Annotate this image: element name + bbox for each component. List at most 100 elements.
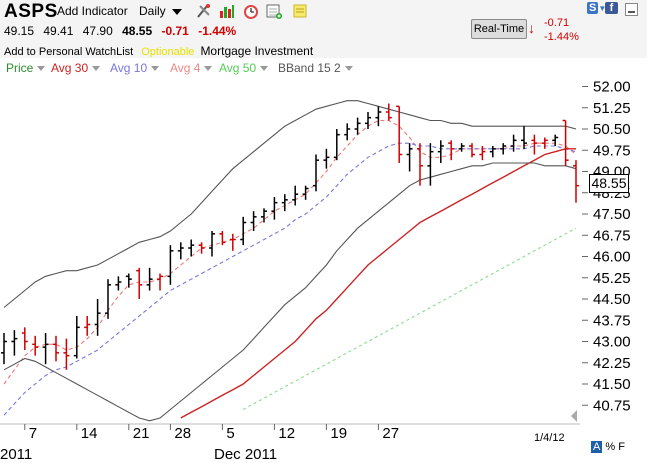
ohlc-bar xyxy=(125,273,132,288)
y-tick-label: 43.75 xyxy=(593,312,631,329)
y-tick-label: 50.50 xyxy=(593,121,631,138)
chevron-down-icon xyxy=(171,8,182,15)
y-tick-label: 44.50 xyxy=(593,291,631,308)
y-tick-label: 47.50 xyxy=(593,206,631,223)
timeframe-dropdown[interactable]: Daily xyxy=(139,4,182,18)
minimize-window-icon[interactable] xyxy=(625,3,638,16)
timeframe-label: Daily xyxy=(139,4,166,18)
x-tick-label: 21 xyxy=(133,425,150,442)
y-tick-label: 42.25 xyxy=(593,355,631,372)
quote-last: 48.55 xyxy=(122,24,153,38)
ohlc-bar xyxy=(281,194,288,212)
alarm-clock-icon[interactable] xyxy=(243,3,259,19)
legend-label: Avg 10 xyxy=(110,61,148,75)
facebook-icon[interactable]: f xyxy=(605,2,618,14)
x-tick-label: 14 xyxy=(81,425,98,442)
y-tick-label: 41.50 xyxy=(593,376,631,393)
legend-item-bband[interactable]: BBand 15 2 xyxy=(278,61,353,75)
down-arrow-icon: ↓ xyxy=(528,20,535,36)
ohlc-bar xyxy=(84,316,91,336)
y-tick-label: 46.00 xyxy=(593,249,631,266)
y-tick-label: 52.00 xyxy=(593,79,631,96)
legend-item-price[interactable]: Price xyxy=(6,61,46,75)
ohlc-bar xyxy=(198,242,205,254)
settings-dropdown[interactable]: S ▼ xyxy=(587,2,606,14)
scroll-right-icon[interactable] xyxy=(571,410,577,422)
chart-toolbar: ASPS Add Indicator Daily 49.15 49.41 47.… xyxy=(0,0,647,58)
y-tick-label: 43.00 xyxy=(593,334,631,351)
x-tick-label: 28 xyxy=(174,425,191,442)
quote-change-pct: -1.44% xyxy=(198,24,237,38)
add-to-watchlist-link[interactable]: Add to Personal WatchList xyxy=(4,46,134,58)
ohlc-bar xyxy=(167,245,174,285)
chevron-down-icon xyxy=(37,66,46,72)
ohlc-bar xyxy=(510,134,517,152)
settings-s-icon: S xyxy=(587,2,599,14)
x-tick-label: 7 xyxy=(29,425,37,442)
series-line-avg-30 xyxy=(180,148,576,419)
ohlc-bar xyxy=(73,316,80,359)
legend-item-avg10[interactable]: Avg 10 xyxy=(110,61,160,75)
ohlc-bar xyxy=(1,333,7,365)
ohlc-bar xyxy=(115,276,122,291)
drawing-tools-icon[interactable] xyxy=(196,3,212,19)
legend-label: Avg 4 xyxy=(170,61,201,75)
quote-links: Add to Personal WatchList Optionable Mortg… xyxy=(4,44,313,58)
ohlc-bar xyxy=(271,197,278,220)
ohlc-bar xyxy=(105,279,111,319)
auto-scale-button[interactable]: A xyxy=(591,441,603,453)
add-chart-icon[interactable] xyxy=(266,3,282,19)
legend-label: Price xyxy=(6,61,34,75)
month-label: 2011 xyxy=(0,446,32,463)
chevron-down-icon xyxy=(92,66,101,72)
percent-scale-button[interactable]: % xyxy=(605,441,616,453)
ohlc-bar xyxy=(261,208,267,223)
legend-label: BBand 15 2 xyxy=(278,61,341,75)
ohlc-bar xyxy=(427,143,434,186)
legend-item-avg4[interactable]: Avg 4 xyxy=(170,61,213,75)
ohlc-bar xyxy=(552,134,559,146)
indicator-legend: Price Avg 30 Avg 10 Avg 4 Avg 50 BBand 1… xyxy=(0,58,647,78)
ohlc-bar xyxy=(157,273,163,291)
add-indicator-button[interactable]: Add Indicator xyxy=(57,4,128,18)
chevron-down-icon xyxy=(204,66,213,72)
quote-high: 49.41 xyxy=(43,24,74,38)
chevron-down-icon xyxy=(260,66,269,72)
y-tick-label: 40.75 xyxy=(593,397,631,414)
ohlc-bar xyxy=(323,148,330,169)
ohlc-bar xyxy=(531,134,538,155)
chart-type-icon[interactable] xyxy=(219,3,235,19)
price-chart[interactable]: 52.0051.2550.5049.7549.0048.2547.5046.75… xyxy=(0,78,647,463)
ohlc-bar xyxy=(250,211,257,231)
legend-item-avg30[interactable]: Avg 30 xyxy=(51,61,101,75)
y-tick-label: 45.25 xyxy=(593,270,631,287)
legend-label: Avg 30 xyxy=(51,61,89,75)
y-tick-label: 46.75 xyxy=(593,227,631,244)
ohlc-bar xyxy=(458,143,465,152)
notes-icon[interactable] xyxy=(292,3,308,19)
ohlc-bar xyxy=(240,216,247,246)
realtime-change-value: -0.71 xyxy=(544,17,570,29)
fullscreen-button[interactable]: F xyxy=(618,441,625,453)
x-tick-label: 5 xyxy=(226,425,234,442)
ticker-symbol: ASPS xyxy=(4,1,58,22)
chevron-down-icon: ▼ xyxy=(598,4,607,13)
ohlc-bar xyxy=(53,335,59,362)
ohlc-bar xyxy=(479,146,486,161)
ohlc-bar xyxy=(11,330,18,356)
industry-link[interactable]: Mortgage Investment xyxy=(200,44,314,58)
ohlc-bar xyxy=(469,143,475,158)
ohlc-bar xyxy=(302,185,309,200)
ohlc-bar xyxy=(448,140,455,161)
real-time-button[interactable]: Real-Time xyxy=(471,19,527,39)
ohlc-bar xyxy=(333,129,340,161)
ohlc-bar xyxy=(573,160,579,203)
ohlc-bar xyxy=(229,233,236,251)
ohlc-bar xyxy=(562,119,569,166)
ohlc-bar xyxy=(437,140,444,163)
ohlc-bar xyxy=(209,231,215,257)
legend-item-avg50[interactable]: Avg 50 xyxy=(219,61,269,75)
ohlc-bar xyxy=(375,106,382,127)
ohlc-bar xyxy=(313,154,319,192)
ohlc-bar xyxy=(94,299,101,336)
